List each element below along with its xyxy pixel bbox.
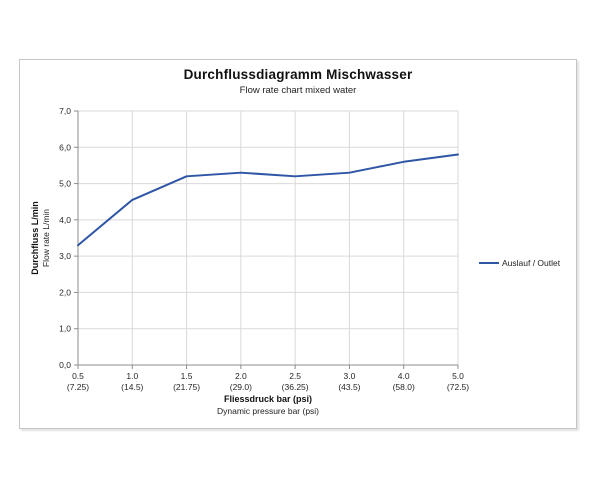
x-axis-title-secondary: Dynamic pressure bar (psi)	[216, 406, 320, 416]
x-tick-label-psi: (29.0)	[230, 382, 252, 392]
series-line	[77, 153, 459, 247]
chart-subtitle: Flow rate chart mixed water	[239, 85, 357, 96]
x-tick-label-bar: 5.0	[452, 371, 464, 381]
x-tick-label-bar: 1.5	[181, 371, 193, 381]
x-axis-title: Fliessdruck bar (psi) Dynamic pressure b…	[168, 393, 368, 417]
y-axis-title: Durchfluss L/min Flow rate L/min	[30, 148, 52, 328]
x-tick-label-psi: (14.5)	[121, 382, 143, 392]
plot-area: 0,0 1,0 2,0 3,0 4,0 5,0 6,0 7,0 0.5(7.25) 1.0(14.…	[59, 106, 469, 392]
x-tick-label-psi: (7.25)	[67, 382, 89, 392]
x-tick-label-psi: (43.5)	[338, 382, 360, 392]
x-tick-label-bar: 3.0	[344, 371, 356, 381]
x-tick-label-bar: 1.0	[126, 371, 138, 381]
x-tick-label-psi: (72.5)	[447, 382, 469, 392]
y-tick-label: 2,0	[59, 287, 71, 297]
x-tick-label-psi: (36.25)	[282, 382, 309, 392]
legend-line-swatch	[479, 262, 499, 264]
y-tick-label: 6,0	[59, 142, 71, 152]
x-tick-label-bar: 2.5	[289, 371, 301, 381]
x-tick-label-bar: 2.0	[235, 371, 247, 381]
y-tick-label: 4,0	[59, 215, 71, 225]
y-tick-label: 5,0	[59, 179, 71, 189]
y-tick-label: 0,0	[59, 360, 71, 370]
chart-title: Durchflussdiagramm Mischwasser	[183, 67, 413, 82]
x-axis-title-primary: Fliessdruck bar (psi)	[223, 394, 313, 404]
x-tick-label-bar: 4.0	[398, 371, 410, 381]
y-tick-label: 7,0	[59, 106, 71, 116]
y-tick-label: 3,0	[59, 251, 71, 261]
y-axis-title-secondary: Flow rate L/min	[41, 208, 51, 268]
y-tick-label: 1,0	[59, 324, 71, 334]
y-axis-title-primary: Durchfluss L/min	[30, 201, 40, 275]
x-tick-label-psi: (58.0)	[393, 382, 415, 392]
x-tick-label-bar: 0.5	[72, 371, 84, 381]
legend-label: Auslauf / Outlet	[502, 258, 561, 268]
legend: Auslauf / Outlet	[479, 258, 560, 268]
x-tick-label-psi: (21.75)	[173, 382, 200, 392]
chart-container: Durchflussdiagramm Mischwasser Flow rate…	[19, 59, 577, 429]
